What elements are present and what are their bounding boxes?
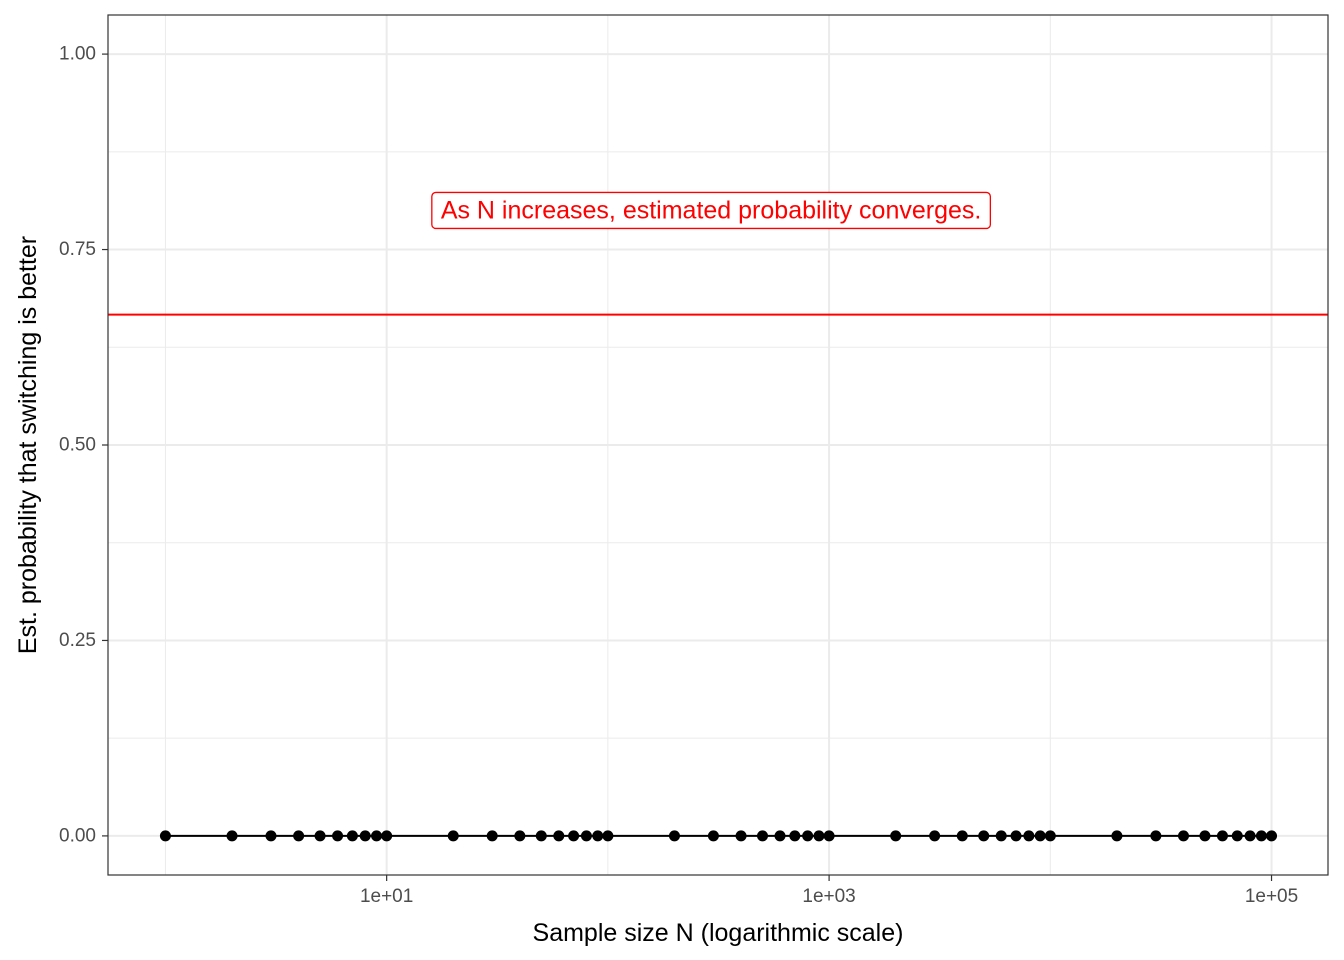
x-axis-title: Sample size N (logarithmic scale) [533, 919, 904, 947]
data-point [314, 830, 326, 842]
data-point [995, 830, 1007, 842]
data-point [1150, 830, 1162, 842]
annotation-box [431, 191, 992, 230]
data-point [1255, 830, 1267, 842]
data-point [1216, 830, 1228, 842]
data-point [668, 830, 680, 842]
data-point [371, 830, 383, 842]
data-point [1244, 830, 1256, 842]
data-point [1199, 830, 1211, 842]
data-point [813, 830, 825, 842]
data-point [1231, 830, 1243, 842]
data-point [592, 830, 604, 842]
data-point [553, 830, 565, 842]
data-point [1177, 830, 1189, 842]
y-tick-label: 0.00 [59, 825, 96, 846]
series-points [159, 830, 1278, 842]
y-axis: 0.00 0.25 0.50 0.75 1.00 [59, 44, 108, 846]
data-point [890, 830, 902, 842]
y-tick-label: 0.75 [59, 239, 96, 260]
data-point [978, 830, 990, 842]
data-point [535, 830, 547, 842]
data-point [159, 830, 171, 842]
data-point [1010, 830, 1022, 842]
x-tick-label: 1e+03 [802, 886, 855, 907]
annotation-text: As N increases, estimated probability co… [441, 196, 982, 224]
data-point [802, 830, 814, 842]
data-point [580, 830, 592, 842]
data-point [956, 830, 968, 842]
y-tick-label: 1.00 [59, 44, 96, 65]
data-point [789, 830, 801, 842]
data-point [568, 830, 580, 842]
data-point [823, 830, 835, 842]
annotation: As N increases, estimated probability co… [431, 191, 992, 230]
data-point [1266, 830, 1278, 842]
data-point [346, 830, 358, 842]
data-point [381, 830, 393, 842]
data-point [486, 830, 498, 842]
data-point [1034, 830, 1046, 842]
data-point [1044, 830, 1056, 842]
data-point [929, 830, 941, 842]
data-point [1023, 830, 1035, 842]
y-axis-title: Est. probability that switching is bette… [14, 236, 42, 654]
data-point [265, 830, 277, 842]
data-point [293, 830, 305, 842]
data-point [707, 830, 719, 842]
y-tick-label: 0.50 [59, 435, 96, 456]
y-tick-label: 0.25 [59, 630, 96, 651]
data-point [774, 830, 786, 842]
x-tick-label: 1e+05 [1245, 886, 1298, 907]
data-point [514, 830, 526, 842]
data-point [447, 830, 459, 842]
data-point [1111, 830, 1123, 842]
data-point [735, 830, 747, 842]
x-axis: 1e+01 1e+03 1e+05 [360, 875, 1298, 907]
x-tick-label: 1e+01 [360, 886, 413, 907]
data-point [602, 830, 614, 842]
data-point [332, 830, 344, 842]
data-point [359, 830, 371, 842]
data-point [756, 830, 768, 842]
data-point [226, 830, 238, 842]
